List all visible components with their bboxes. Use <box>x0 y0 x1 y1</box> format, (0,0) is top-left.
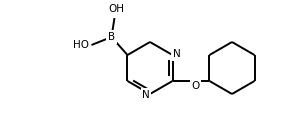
Text: OH: OH <box>108 4 125 14</box>
Text: HO: HO <box>74 40 89 50</box>
Text: N: N <box>142 90 150 100</box>
Text: O: O <box>191 81 200 91</box>
Text: B: B <box>108 32 115 42</box>
Text: N: N <box>173 49 180 59</box>
